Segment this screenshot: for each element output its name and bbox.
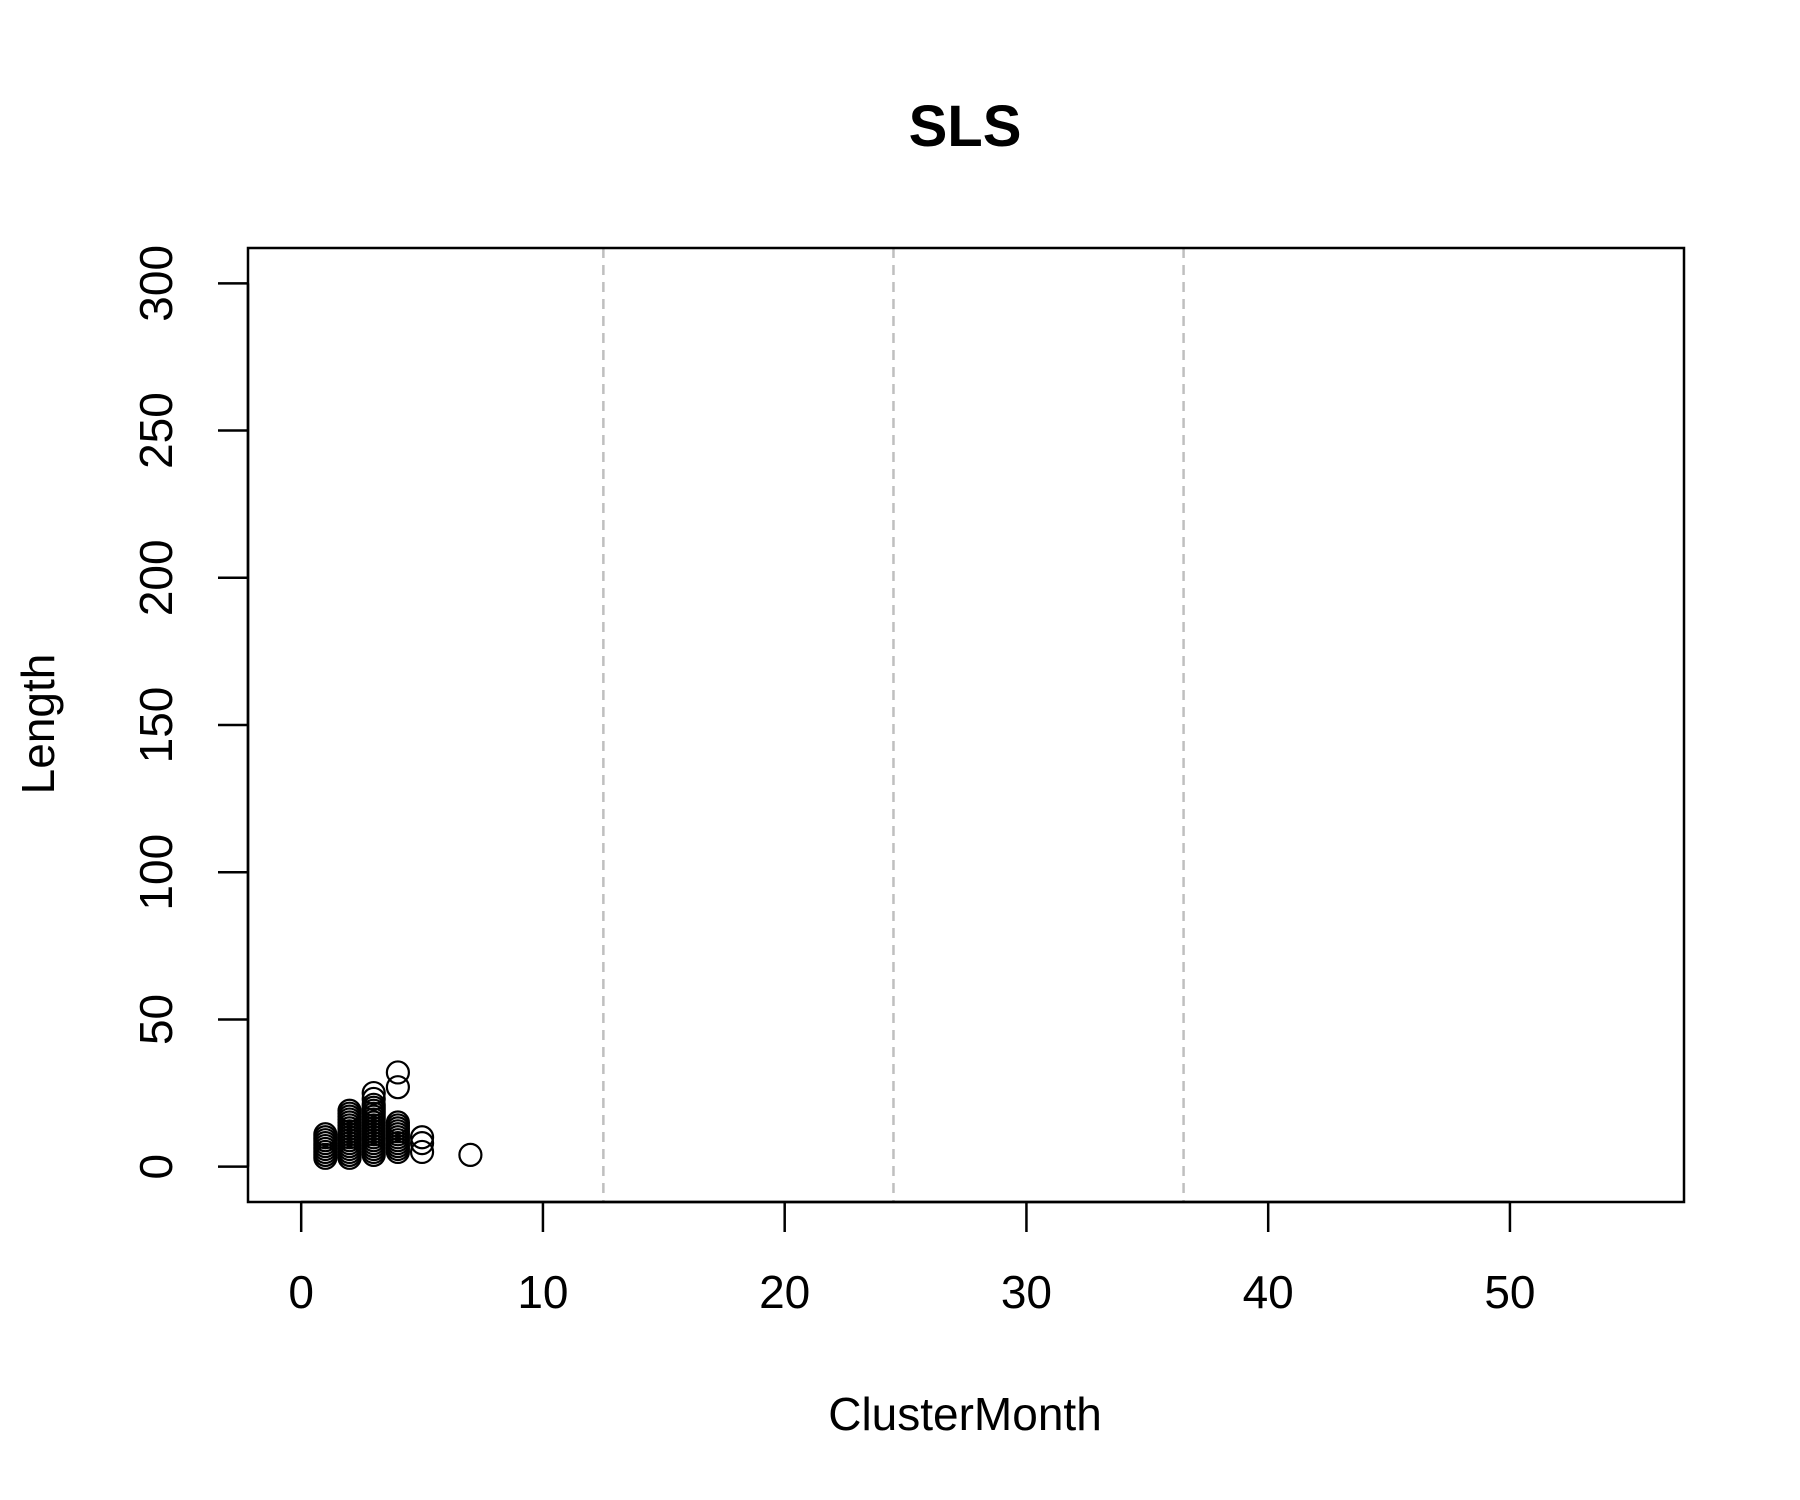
y-tick-label: 150: [130, 687, 182, 764]
data-point: [361, 1080, 386, 1106]
data-point: [385, 1075, 410, 1100]
data-point: [409, 1139, 435, 1165]
x-tick-label: 30: [1001, 1266, 1052, 1318]
data-point: [385, 1110, 410, 1135]
x-axis: 0 10 20 30 40 50: [288, 1200, 1536, 1318]
data-points: [313, 1060, 483, 1170]
data-point: [337, 1098, 362, 1123]
x-tick-label: 20: [759, 1266, 810, 1318]
data-point: [385, 1060, 410, 1085]
y-tick-label: 250: [130, 392, 182, 469]
x-tick-label: 50: [1484, 1266, 1535, 1318]
data-point: [409, 1131, 435, 1156]
data-point: [313, 1122, 338, 1147]
x-tick-label: 0: [288, 1266, 314, 1318]
y-tick-label: 100: [130, 834, 182, 911]
y-tick-label: 0: [130, 1154, 182, 1180]
data-point: [361, 1086, 386, 1112]
y-tick-label: 50: [130, 994, 182, 1045]
plot-frame: [246, 246, 1686, 1204]
data-point: [458, 1142, 483, 1167]
y-tick-label: 200: [130, 539, 182, 616]
chart-title: SLS: [909, 94, 1022, 159]
x-axis-label: ClusterMonth: [828, 1388, 1102, 1440]
y-tick-label: 300: [130, 245, 182, 322]
x-tick-label: 10: [517, 1266, 568, 1318]
y-axis: 0 50 100 150 200 250 300: [130, 245, 250, 1180]
data-point: [361, 1092, 386, 1117]
reference-lines: [602, 248, 1185, 1202]
y-axis-label: Length: [12, 654, 64, 795]
x-tick-label: 40: [1243, 1266, 1294, 1318]
data-point: [409, 1125, 435, 1150]
